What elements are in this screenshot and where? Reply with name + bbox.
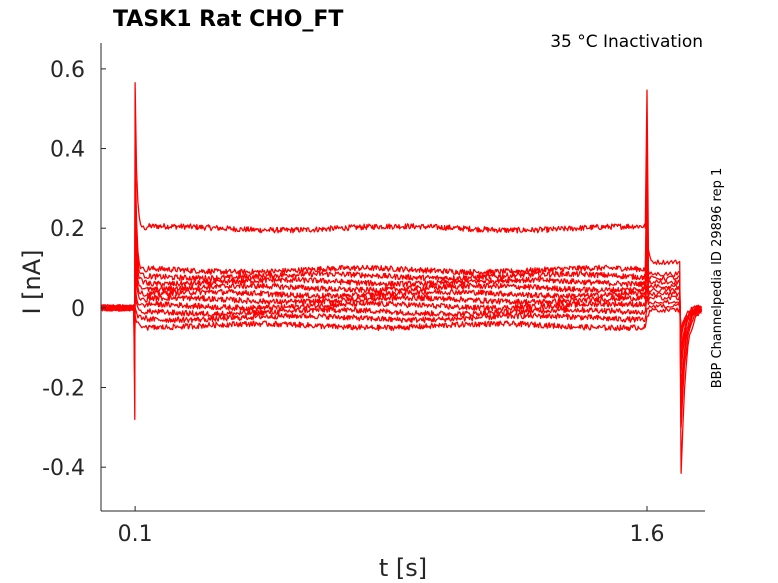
- x-axis-label: t [s]: [379, 554, 427, 582]
- x-ticks: 0.1 1.6: [118, 506, 664, 547]
- axes: [100, 43, 705, 512]
- y-tick-label: 0: [71, 297, 85, 322]
- y-tick-label: 0.6: [50, 58, 85, 83]
- chart-title: TASK1 Rat CHO_FT: [113, 7, 343, 32]
- series-line: [100, 295, 703, 337]
- series-line: [100, 147, 702, 429]
- y-ticks: 0.6 0.4 0.2 0 -0.2 -0.4: [42, 58, 106, 481]
- chart-annotation: 35 °C Inactivation: [550, 32, 703, 52]
- series-line: [100, 267, 703, 349]
- y-axis-label: I [nA]: [18, 249, 46, 314]
- series-line: [100, 247, 703, 361]
- side-label: BBP Channelpedia ID 29896 rep 1: [710, 168, 725, 389]
- series-line: [100, 203, 703, 389]
- plot-area: [100, 82, 703, 474]
- y-tick-label: 0.2: [50, 217, 85, 242]
- series-line: [100, 82, 703, 474]
- y-tick-label: -0.2: [42, 377, 85, 402]
- series-line: [100, 283, 702, 341]
- x-tick-label: 1.6: [629, 522, 664, 547]
- y-tick-label: -0.4: [42, 456, 85, 481]
- series-line: [100, 304, 703, 341]
- series-line: [100, 179, 703, 409]
- x-tick-label: 0.1: [118, 522, 153, 547]
- series-line: [100, 302, 702, 333]
- series-line: [100, 227, 702, 373]
- y-tick-label: 0.4: [50, 138, 85, 163]
